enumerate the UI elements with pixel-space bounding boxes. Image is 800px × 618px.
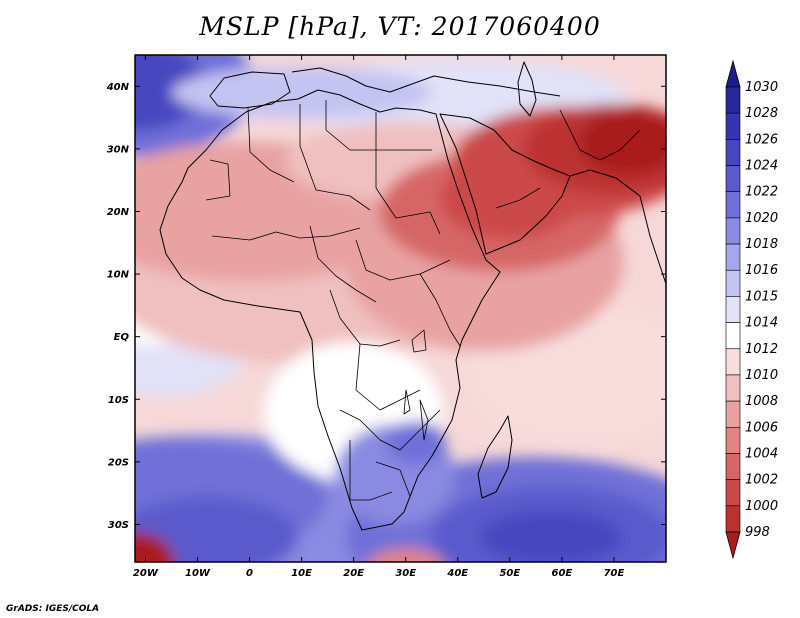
lon-label: 60E — [552, 568, 573, 579]
coastline-africa — [159, 89, 501, 531]
coastline-madagascar — [477, 415, 513, 499]
pressure-region — [386, 421, 447, 466]
lat-label: 20S — [108, 457, 129, 468]
colorbar-segment — [725, 269, 741, 297]
colorbar-segment — [725, 217, 741, 245]
lon-label: 20E — [343, 568, 364, 579]
colorbar-segment — [725, 86, 741, 114]
colorbar-label: 1018 — [745, 237, 778, 252]
border-lines — [205, 100, 641, 501]
lon-label: 40E — [446, 568, 468, 579]
colorbar-segment — [725, 296, 741, 323]
colorbar-label: 1020 — [745, 211, 778, 226]
colorbar-label: 1004 — [745, 446, 778, 461]
lon-label: 10E — [291, 568, 312, 579]
colorbar-top-arrow — [725, 59, 741, 88]
colorbar-label: 1028 — [745, 106, 778, 121]
pressure-field — [135, 55, 666, 562]
colorbar-bottom-arrow — [725, 531, 741, 560]
lat-label: EQ — [114, 332, 130, 343]
coastline-arabia — [439, 113, 571, 255]
map-frame — [134, 54, 667, 563]
colorbar-label: 1012 — [745, 342, 778, 357]
lon-label: 50E — [499, 568, 520, 579]
coastline-iberia — [209, 71, 291, 109]
colorbar-segment — [725, 453, 741, 480]
colorbar-label: 1030 — [745, 80, 778, 95]
colorbar-label: 1024 — [745, 159, 778, 174]
colorbar-label: 1000 — [745, 499, 778, 514]
lat-label: 10N — [107, 270, 130, 281]
colorbar-label: 1014 — [745, 316, 778, 331]
colorbar-segment — [725, 165, 741, 193]
colorbar-segment — [725, 400, 741, 428]
lat-label: 40N — [106, 82, 130, 93]
colorbar-label: 1016 — [745, 263, 778, 278]
lon-label: 20W — [133, 568, 159, 579]
pressure-region — [135, 496, 298, 562]
colorbar-label: 1015 — [745, 289, 778, 304]
colorbar-segment — [725, 348, 741, 376]
colorbar-segment — [725, 112, 741, 140]
coastline-caspian — [517, 61, 537, 117]
lat-label: 10S — [108, 395, 129, 406]
lat-label: 30S — [108, 520, 129, 531]
colorbar: 1030 1028 1026 1024 1022 1020 1018 1016 1015 1014… — [725, 59, 778, 560]
colorbar-segment — [725, 139, 741, 166]
lat-label: 30N — [107, 144, 130, 155]
map-outlines — [159, 61, 666, 531]
pressure-region — [367, 548, 444, 562]
chart-title: MSLP [hPa], VT: 2017060400 — [199, 12, 601, 41]
colorbar-label: 1002 — [745, 473, 778, 488]
colorbar-label: 1006 — [745, 420, 778, 435]
colorbar-segment — [725, 322, 741, 350]
colorbar-label: 1026 — [745, 132, 778, 147]
lakes — [403, 329, 429, 441]
colorbar-label: 1010 — [745, 368, 778, 383]
colorbar-label: 998 — [745, 525, 770, 540]
colorbar-segment — [725, 426, 741, 454]
colorbar-segment — [725, 479, 741, 507]
coastline-south-asia — [569, 169, 666, 285]
lon-label: 30E — [395, 568, 416, 579]
lat-label: 20N — [107, 207, 130, 218]
colorbar-label: 1022 — [745, 185, 778, 200]
colorbar-segment — [725, 374, 741, 402]
lon-label: 10W — [185, 568, 211, 579]
colorbar-label: 1008 — [745, 394, 778, 409]
colorbar-segment — [725, 243, 741, 271]
lon-label: 0 — [246, 568, 253, 579]
pressure-region — [579, 110, 666, 175]
footer-credit: GrADS: IGES/COLA — [6, 604, 100, 614]
pressure-region — [135, 55, 205, 132]
lon-label: 70E — [604, 568, 625, 579]
pressure-region — [481, 510, 622, 562]
pressure-region — [171, 66, 432, 119]
colorbar-segment — [725, 505, 741, 533]
colorbar-segment — [725, 191, 741, 219]
pressure-region — [135, 532, 175, 562]
coastline-europe — [291, 67, 561, 97]
